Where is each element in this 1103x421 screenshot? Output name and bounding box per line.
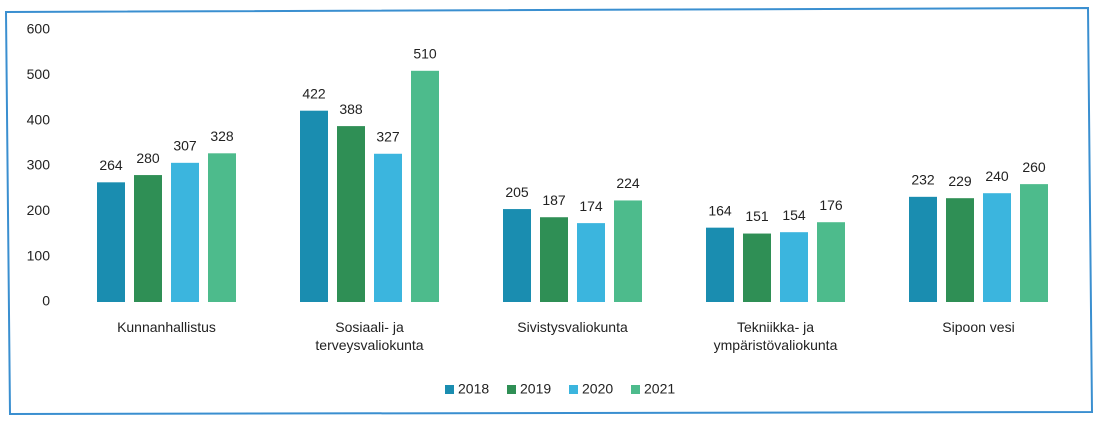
bar: [743, 233, 771, 302]
legend-swatch: [507, 385, 516, 394]
legend-label: 2019: [520, 381, 551, 397]
data-label: 240: [985, 168, 1009, 184]
data-label: 187: [542, 192, 566, 208]
bar: [337, 126, 365, 303]
legend-label: 2020: [582, 381, 613, 397]
data-label: 176: [819, 197, 843, 213]
data-label: 510: [413, 46, 437, 62]
legend-label: 2018: [458, 381, 489, 397]
bar: [946, 198, 974, 302]
bar: [540, 217, 568, 302]
data-label: 307: [173, 138, 197, 154]
x-tick-label: Tekniikka- ja ympäristövaliokunta: [713, 319, 838, 353]
y-tick-label: 400: [27, 111, 51, 127]
bar: [1020, 184, 1048, 302]
legend-swatch: [631, 385, 640, 394]
x-tick-label: Sipoon vesi: [942, 319, 1015, 335]
data-label: 422: [302, 85, 326, 101]
legend-swatch: [445, 385, 454, 394]
y-tick-label: 500: [27, 66, 51, 82]
bar: [208, 153, 236, 302]
bar: [817, 222, 845, 302]
bar: [706, 227, 734, 302]
data-label: 229: [948, 173, 972, 189]
y-tick-label: 100: [27, 247, 51, 263]
bar: [909, 196, 937, 302]
bar: [97, 182, 125, 302]
data-label: 388: [339, 101, 363, 117]
bar: [411, 70, 439, 302]
x-tick-label: Sivistysvaliokunta: [517, 319, 628, 335]
data-label: 328: [210, 128, 234, 144]
frame: [4, 6, 1094, 416]
data-label: 260: [1022, 159, 1046, 175]
bar: [503, 209, 531, 302]
bar: [374, 153, 402, 302]
x-tick-label: Sosiaali- ja terveysvaliokunta: [315, 319, 424, 353]
bar: [577, 223, 605, 302]
data-label: 327: [376, 128, 400, 144]
data-label: 264: [99, 157, 123, 173]
data-label: 151: [745, 208, 769, 224]
bar: [300, 110, 328, 303]
data-label: 174: [579, 198, 603, 214]
y-tick-label: 0: [42, 293, 50, 309]
bar: [614, 200, 642, 302]
bar: [983, 193, 1011, 302]
bar: [134, 175, 162, 302]
data-label: 232: [911, 172, 935, 188]
data-label: 280: [136, 150, 160, 166]
data-label: 205: [505, 184, 529, 200]
y-tick-label: 600: [27, 21, 51, 37]
legend-swatch: [569, 385, 578, 394]
data-label: 224: [616, 175, 640, 191]
bar: [171, 162, 199, 302]
x-tick-label: Kunnanhallistus: [117, 319, 216, 335]
legend-label: 2021: [644, 381, 675, 397]
data-label: 164: [708, 202, 732, 218]
y-tick-label: 300: [27, 157, 51, 173]
y-tick-label: 200: [27, 202, 51, 218]
bar: [780, 232, 808, 302]
data-label: 154: [782, 207, 806, 223]
